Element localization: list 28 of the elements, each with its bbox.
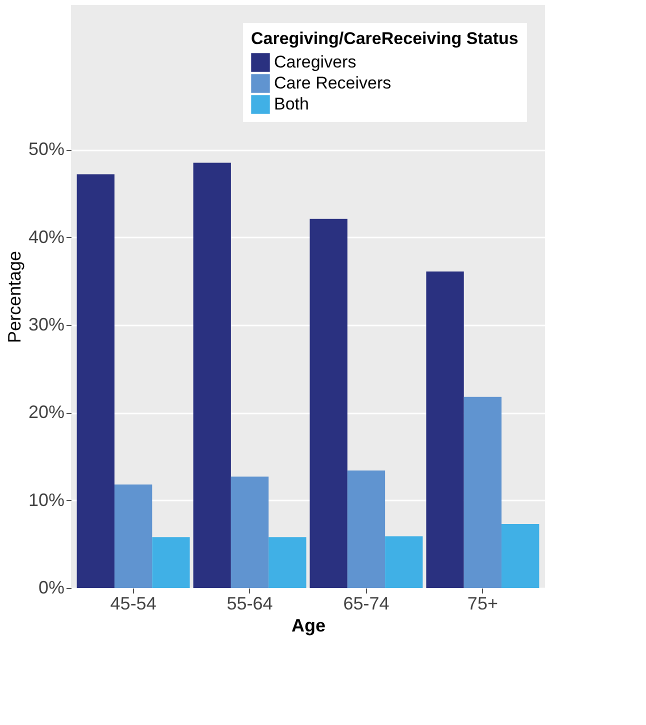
y-tick-label: 10% xyxy=(28,490,64,510)
bar xyxy=(152,537,190,588)
x-tick-label: 45-54 xyxy=(110,594,156,614)
bar xyxy=(426,272,464,588)
bar xyxy=(193,162,231,588)
y-tick-label: 0% xyxy=(38,578,64,598)
bar xyxy=(76,174,114,588)
legend-label: Caregivers xyxy=(274,52,356,72)
bar xyxy=(310,218,348,588)
legend-label: Both xyxy=(274,94,309,114)
y-axis-title: Percentage xyxy=(4,250,24,344)
y-tick-label: 40% xyxy=(28,226,64,247)
bar xyxy=(114,484,152,588)
x-tick-label: 55-64 xyxy=(226,594,273,614)
bar xyxy=(230,476,269,588)
x-tick-label: 65-74 xyxy=(343,594,390,614)
y-tick-label: 50% xyxy=(28,139,64,160)
y-tick-label: 20% xyxy=(28,402,64,422)
x-tick-label: 75+ xyxy=(467,594,498,614)
x-axis-title: Age xyxy=(291,616,326,636)
bar xyxy=(385,536,423,588)
bar xyxy=(268,537,306,588)
legend-title: Caregiving/CareReceiving Status xyxy=(251,29,518,48)
bar xyxy=(502,524,540,588)
bar xyxy=(464,396,502,588)
y-tick-label: 30% xyxy=(28,314,64,334)
bar xyxy=(347,470,386,588)
legend-label: Care Receivers xyxy=(274,74,392,92)
